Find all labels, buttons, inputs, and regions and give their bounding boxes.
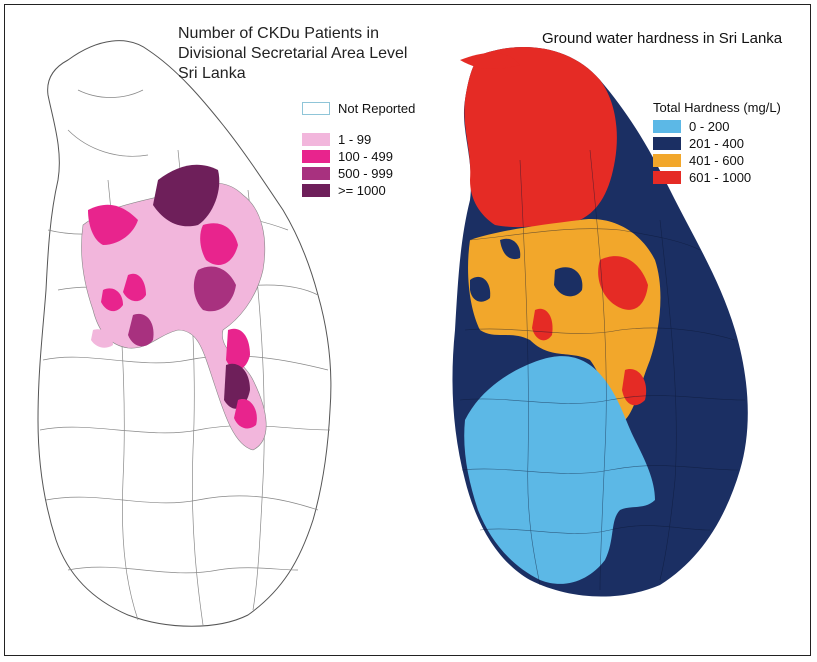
legend-swatch [302,184,330,197]
legend-heading: Total Hardness (mg/L) [653,100,781,115]
legend-item: 1 - 99 [302,131,415,148]
figure-frame [4,4,811,656]
legend-item: 0 - 200 [653,118,781,135]
left-map-title: Number of CKDu Patients in Divisional Se… [178,24,407,84]
legend-swatch [302,167,330,180]
legend-item: 601 - 1000 [653,169,781,186]
hardness-region-north [464,47,617,228]
legend-item: 100 - 499 [302,148,415,165]
right-map-title: Ground water hardness in Sri Lanka [542,30,783,47]
legend-swatch [653,137,681,150]
legend-label: 500 - 999 [338,166,393,181]
legend-item: 500 - 999 [302,165,415,182]
left-island-outline [37,40,332,627]
left-title-line-3: Sri Lanka [178,65,246,82]
legend-label: 0 - 200 [689,119,730,134]
hardness-region-southwest [464,356,655,584]
legend-swatch [302,133,330,146]
legend-swatch [302,150,330,163]
right-district-boundaries [459,149,746,591]
legend-swatch [653,120,681,133]
legend-item-not-reported: Not Reported [302,100,415,117]
hardness-map [452,47,748,597]
legend-label: 100 - 499 [338,149,393,164]
legend-label: Not Reported [338,101,416,116]
right-map-legend: Total Hardness (mg/L) 0 - 200 201 - 400 … [653,100,781,186]
legend-label: >= 1000 [338,183,386,198]
legend-label: 401 - 600 [689,153,744,168]
left-map-legend: Not Reported 1 - 99 100 - 499 500 - 999 … [302,100,415,199]
legend-item: >= 1000 [302,182,415,199]
legend-label: 1 - 99 [338,132,372,147]
legend-label: 201 - 400 [689,136,744,151]
legend-swatch [302,102,330,115]
ckdu-map [37,40,332,627]
legend-swatch [653,154,681,167]
left-ckdu-regions [81,164,267,451]
legend-swatch [653,171,681,184]
left-title-line-1: Number of CKDu Patients in [178,25,379,42]
legend-label: 601 - 1000 [689,170,752,185]
left-title-line-2: Divisional Secretarial Area Level [178,45,408,62]
legend-item: 401 - 600 [653,152,781,169]
legend-item: 201 - 400 [653,135,781,152]
